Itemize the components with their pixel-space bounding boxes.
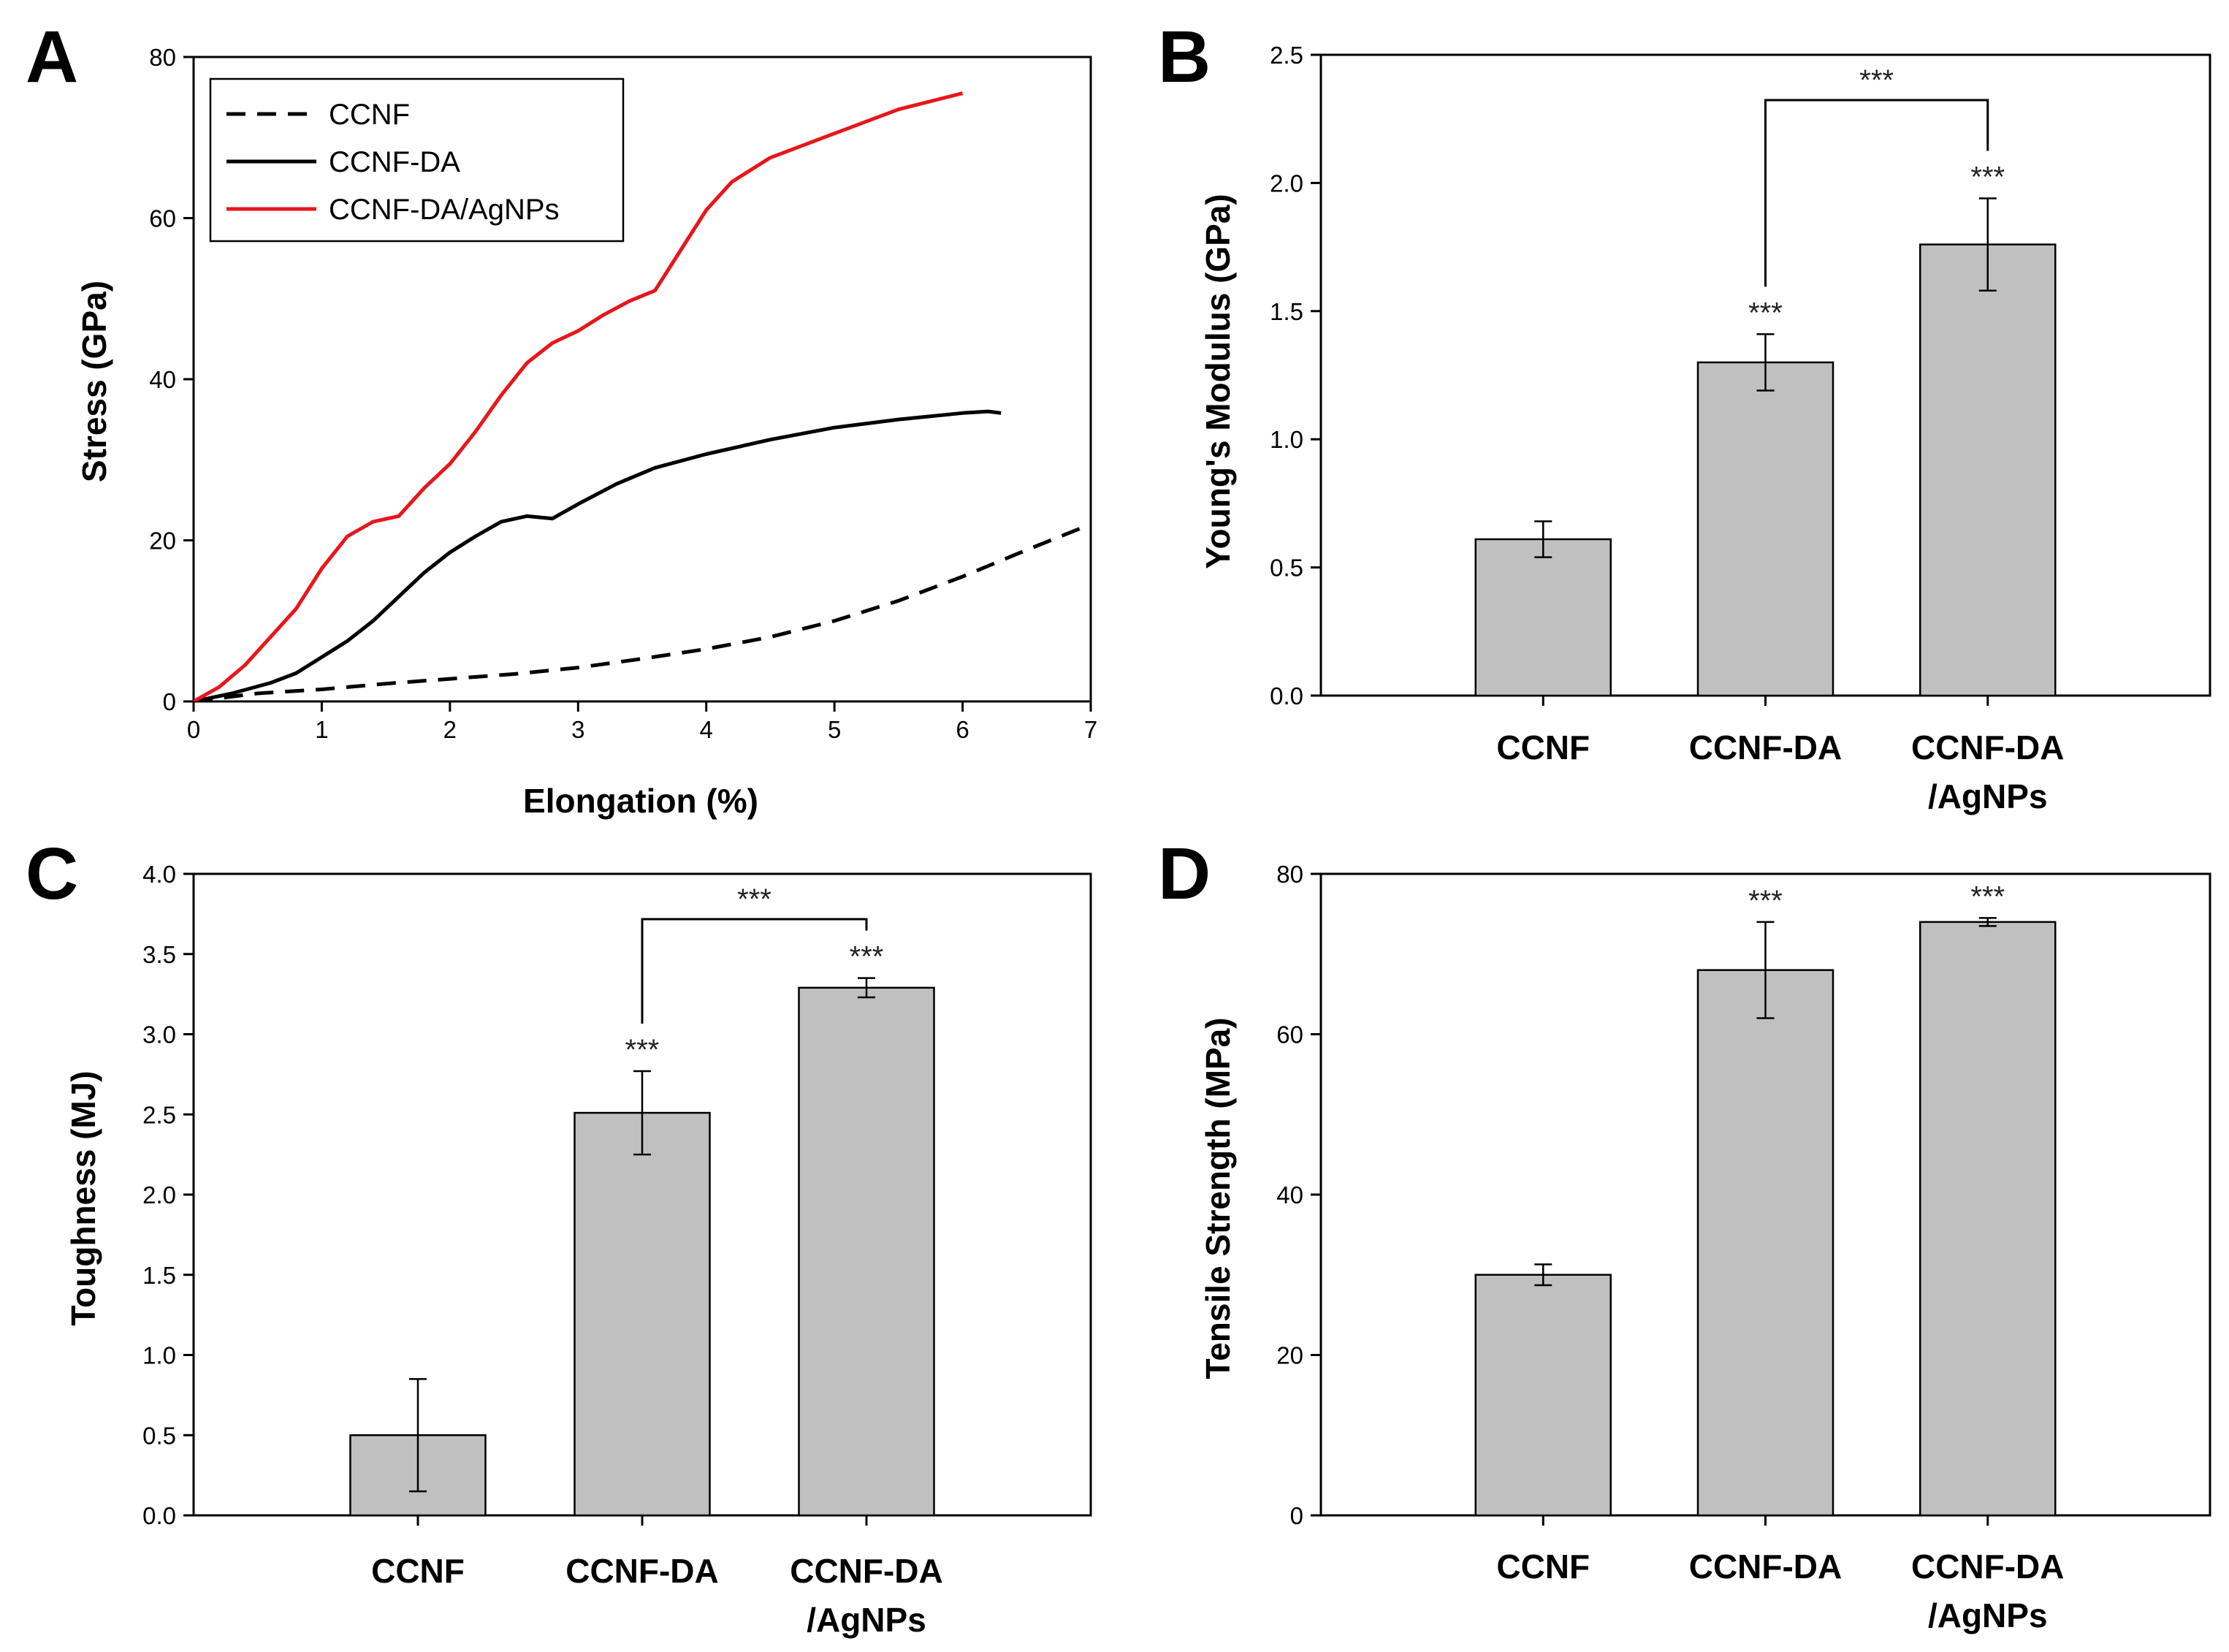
panel-c-bracket-label: *** — [737, 883, 771, 916]
panel-c-bar — [798, 986, 935, 1517]
panel-c-bar-chart: C Toughness (MJ) 0.0 0.5 1.0 1.5 2.0 2.5 3.0 3.… — [26, 833, 1092, 1639]
panel-c-category-label: CCNF — [371, 1552, 465, 1590]
panel-a-y-tick-label: 0 — [163, 688, 176, 715]
panel-d-bar-chart: D Tensile Strength (MPa) 0 20 40 60 80 CCNF **… — [1158, 833, 2211, 1634]
panel-b-y-tick-label: 0.0 — [1270, 682, 1303, 709]
panel-a-series-line-ccnf-da — [194, 409, 1002, 701]
panel-a-x-tick-label: 3 — [571, 716, 584, 743]
panel-a-legend-label: CCNF-DA — [329, 146, 460, 178]
panel-b-bar — [1919, 243, 2057, 697]
panel-a-y-tick-label: 80 — [149, 44, 176, 71]
panel-a-x-tick-label: 7 — [1084, 716, 1097, 743]
panel-c-y-tick-label: 3.0 — [142, 1021, 176, 1048]
panel-a-letter: A — [26, 16, 78, 98]
panel-a-x-axis-title: Elongation (%) — [523, 782, 758, 820]
panel-c-significance-bracket — [641, 918, 868, 1024]
panel-c-y-tick-label: 0.5 — [142, 1422, 176, 1449]
panel-b-significance-label: *** — [1970, 161, 2005, 193]
panel-d-significance-label: *** — [1748, 885, 1783, 917]
panel-b-significance-label: *** — [1748, 297, 1783, 329]
panel-b-y-tick-label: 0.5 — [1270, 555, 1303, 582]
panel-c-y-tick-label: 2.5 — [142, 1101, 176, 1128]
panel-d-category-label: CCNF — [1496, 1548, 1590, 1586]
panel-b-category-label: CCNF — [1496, 728, 1590, 766]
panel-a-series-line-ccnf — [194, 522, 1091, 701]
panel-d-y-tick-label: 60 — [1276, 1021, 1303, 1048]
panel-b-bracket-label: *** — [1859, 64, 1894, 96]
panel-c-bar — [574, 1111, 711, 1517]
panel-d-bar — [1696, 969, 1834, 1517]
panel-c-letter: C — [26, 833, 78, 915]
panel-d-category-label: CCNF-DA — [1689, 1548, 1843, 1586]
panel-b-y-tick-label: 1.5 — [1270, 298, 1303, 325]
panel-b-significance-bracket — [1764, 99, 1989, 287]
panel-a-legend-label: CCNF — [329, 99, 410, 131]
panel-c-y-tick-label: 1.0 — [142, 1342, 176, 1369]
panel-a-y-axis-title: Stress (GPa) — [75, 281, 113, 482]
panel-a-x-tick-label: 0 — [187, 716, 200, 743]
panel-b-y-tick-label: 1.0 — [1270, 426, 1303, 453]
panel-b-bar — [1474, 538, 1612, 697]
panel-d-letter: D — [1158, 833, 1211, 915]
panel-a-line-chart: A Elongation (%) Stress (GPa) 0 1 2 3 4 5 6 7 0 2… — [26, 16, 1097, 820]
panel-d-bar — [1474, 1274, 1612, 1517]
panel-b-category-label: CCNF-DA — [1689, 728, 1843, 766]
panel-a-x-tick-label: 1 — [315, 716, 328, 743]
panel-d-y-tick-label: 0 — [1290, 1502, 1303, 1529]
panel-b-category-label: CCNF-DA — [1911, 728, 2065, 766]
panel-c-category-label: CCNF-DA — [790, 1552, 943, 1590]
panel-c-significance-label: *** — [850, 941, 884, 973]
panel-a-y-tick-label: 60 — [149, 205, 176, 232]
panel-c-y-tick-label: 3.5 — [142, 941, 176, 968]
panel-a-legend-label: CCNF-DA/AgNPs — [329, 194, 560, 226]
panel-b-y-tick-label: 2.0 — [1270, 170, 1303, 197]
panel-c-y-tick-label: 2.0 — [142, 1181, 176, 1208]
panel-d-significance-label: *** — [1970, 880, 2005, 913]
panel-a-y-tick-label: 40 — [149, 366, 176, 393]
panel-d-y-tick-label: 40 — [1276, 1181, 1303, 1208]
panel-c-y-tick-label: 4.0 — [142, 861, 176, 888]
panel-b-category-label-line2: /AgNPs — [1928, 777, 2048, 815]
panel-b-letter: B — [1158, 16, 1211, 98]
panel-d-bar — [1919, 921, 2057, 1517]
panel-a-x-tick-label: 6 — [956, 716, 969, 743]
panel-d-category-label: CCNF-DA — [1911, 1548, 2065, 1586]
panel-a-x-tick-label: 5 — [828, 716, 841, 743]
panel-d-y-axis-title: Tensile Strength (MPa) — [1199, 1018, 1237, 1379]
panel-a-y-tick-label: 20 — [149, 528, 176, 555]
panel-d-y-tick-label: 20 — [1276, 1342, 1303, 1369]
panel-b-y-tick-label: 2.5 — [1270, 42, 1303, 69]
panel-c-category-label-line2: /AgNPs — [807, 1601, 926, 1639]
panel-a-series-line-ccnf-da-agnps — [194, 91, 964, 701]
panel-a-x-tick-label: 4 — [700, 716, 713, 743]
panel-c-y-axis-title: Toughness (MJ) — [64, 1070, 102, 1325]
panel-c-y-tick-label: 1.5 — [142, 1262, 176, 1289]
panel-c-significance-label: *** — [625, 1034, 660, 1066]
panel-a-x-tick-label: 2 — [443, 716, 457, 743]
panel-b-y-axis-title: Young's Modulus (GPa) — [1199, 194, 1237, 569]
panel-d-y-tick-label: 80 — [1276, 861, 1303, 888]
panel-b-bar-chart: B Young's Modulus (GPa) 0.0 0.5 1.0 1.5 2.0 2… — [1158, 16, 2211, 815]
panel-b-bar — [1696, 361, 1834, 697]
panel-c-y-tick-label: 0.0 — [142, 1502, 176, 1529]
panel-c-category-label: CCNF-DA — [565, 1552, 719, 1590]
panel-d-category-label-line2: /AgNPs — [1928, 1596, 2048, 1634]
